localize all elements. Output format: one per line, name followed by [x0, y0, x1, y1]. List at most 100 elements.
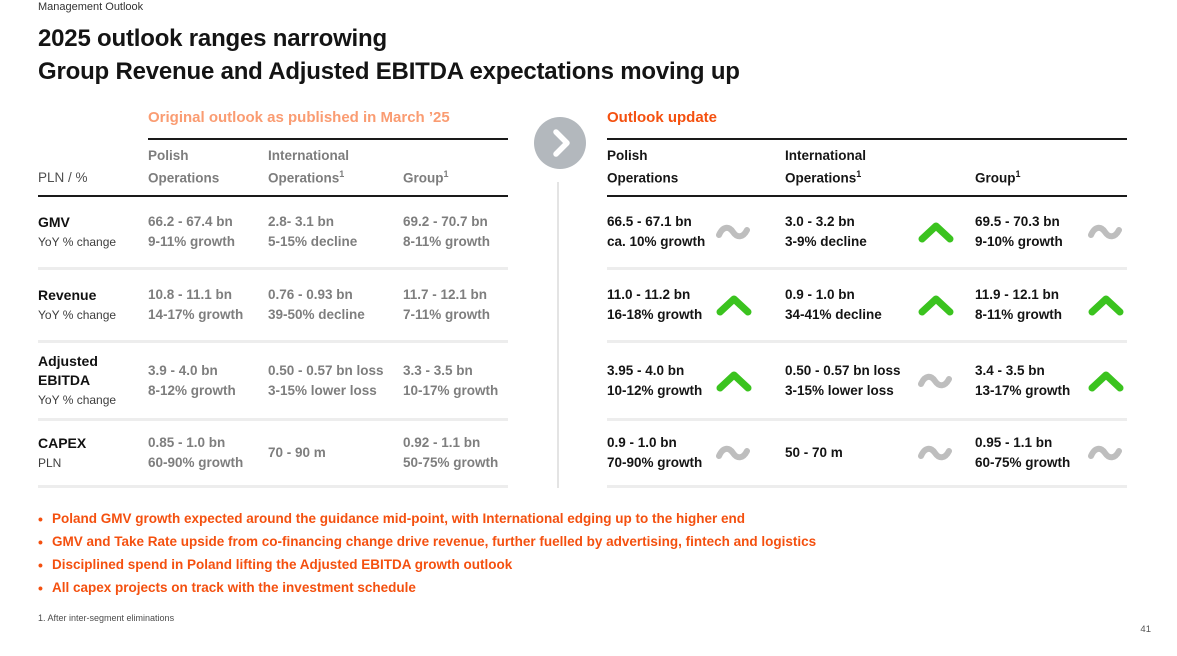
- cell-text: 66.5 - 67.1 bn ca. 10% growth: [607, 212, 705, 252]
- table-cell: 69.5 - 70.3 bn 9-10% growth: [975, 212, 1127, 252]
- value-range: 3.3 - 3.5 bn: [403, 362, 473, 378]
- value-range: 3.0 - 3.2 bn: [785, 214, 855, 229]
- value-range: 50 - 70 m: [785, 445, 843, 460]
- trend-indicator: [917, 368, 955, 394]
- value-range: 11.7 - 12.1 bn: [403, 287, 488, 302]
- footnote: 1. After inter-segment eliminations: [38, 613, 175, 623]
- metric-name: GMV: [38, 214, 70, 230]
- cell-text: 3.95 - 4.0 bn 10-12% growth: [607, 361, 702, 401]
- value-change: 8-11% growth: [403, 234, 491, 249]
- bullet-dot: [38, 577, 52, 600]
- bullet-item: All capex projects on track with the inv…: [38, 577, 938, 600]
- unit-label: PLN / %: [38, 170, 88, 185]
- table-row-ebitda: Adjusted EBITDA YoY % change 3.9 - 4.0 b…: [38, 343, 508, 421]
- table-cell: 0.85 - 1.0 bn 60-90% growth: [148, 433, 268, 473]
- bullet-item: Poland GMV growth expected around the gu…: [38, 508, 938, 531]
- value-range: 2.8- 3.1 bn: [268, 214, 335, 229]
- page-title: 2025 outlook ranges narrowing Group Reve…: [38, 22, 740, 88]
- value-change: 39-50% decline: [268, 307, 365, 322]
- value-range: 10.8 - 11.1 bn: [148, 287, 233, 302]
- metric-sublabel: YoY % change: [38, 393, 117, 407]
- value-range: 70 - 90 m: [268, 445, 326, 460]
- table-cell: 3.3 - 3.5 bn 10-17% growth: [403, 361, 508, 401]
- table-cell: 70 - 90 m: [268, 443, 403, 463]
- table-row-capex: CAPEX PLN 0.85 - 1.0 bn 60-90% growth 70…: [38, 421, 508, 488]
- original-outlook-heading: Original outlook as published in March ’…: [148, 108, 508, 140]
- table-row-ebitda: 3.95 - 4.0 bn 10-12% growth 0.50 - 0.57 …: [607, 343, 1127, 421]
- row-label: Revenue YoY % change: [38, 286, 148, 324]
- value-change: 7-11% growth: [403, 307, 491, 322]
- trend-indicator: [1087, 219, 1125, 245]
- trend-indicator: [1087, 440, 1125, 466]
- value-range: 11.0 - 11.2 bn: [607, 287, 691, 302]
- metric-name: Revenue: [38, 287, 97, 303]
- value-range: 66.2 - 67.4 bn: [148, 214, 233, 229]
- tilde-icon: [716, 445, 750, 461]
- metric-sublabel: PLN: [38, 456, 62, 470]
- row-label: CAPEX PLN: [38, 434, 148, 472]
- column-header-label: Polish Operations: [148, 147, 220, 186]
- cell-text: 0.95 - 1.1 bn 60-75% growth: [975, 433, 1070, 473]
- table-row-revenue: 11.0 - 11.2 bn 16-18% growth 0.9 - 1.0 b…: [607, 270, 1127, 343]
- table-cell: 0.50 - 0.57 bn loss 3-15% lower loss: [268, 361, 403, 401]
- cell-text: 3.0 - 3.2 bn 3-9% decline: [785, 212, 867, 252]
- value-range: 3.4 - 3.5 bn: [975, 362, 1045, 378]
- trend-indicator: [715, 219, 753, 245]
- table-cell: 0.92 - 1.1 bn 50-75% growth: [403, 433, 508, 473]
- value-range: 11.9 - 12.1 bn: [975, 287, 1060, 302]
- table-cell: 10.8 - 11.1 bn 14-17% growth: [148, 285, 268, 325]
- table-cell: 2.8- 3.1 bn 5-15% decline: [268, 212, 403, 252]
- trend-indicator: [715, 292, 753, 318]
- row-label: Adjusted EBITDA YoY % change: [38, 352, 148, 409]
- value-change: 8-12% growth: [148, 382, 236, 398]
- table-cell: 3.4 - 3.5 bn 13-17% growth: [975, 361, 1127, 401]
- column-header-label: International Operations: [268, 147, 350, 186]
- trend-indicator: [917, 440, 955, 466]
- value-change: ca. 10% growth: [607, 234, 706, 249]
- cell-text: 3.4 - 3.5 bn 13-17% growth: [975, 361, 1070, 401]
- transition-arrow-badge: [534, 117, 586, 169]
- tilde-icon: [716, 224, 750, 240]
- table-cell: 66.5 - 67.1 bn ca. 10% growth: [607, 212, 785, 252]
- outlook-update-heading: Outlook update: [607, 108, 1127, 140]
- row-label: GMV YoY % change: [38, 213, 148, 251]
- value-change: 60-90% growth: [148, 455, 244, 470]
- value-change: 3-15% lower loss: [268, 382, 377, 398]
- footnote-marker: 1: [339, 168, 345, 179]
- table-cell: 66.2 - 67.4 bn 9-11% growth: [148, 212, 268, 252]
- metric-name: CAPEX: [38, 435, 87, 451]
- table-cell: 0.50 - 0.57 bn loss 3-15% lower loss: [785, 361, 975, 401]
- table-cell: 3.9 - 4.0 bn 8-12% growth: [148, 361, 268, 401]
- chevron-up-icon: [918, 222, 954, 243]
- cell-text: 50 - 70 m: [785, 443, 843, 463]
- table-cell: 11.7 - 12.1 bn 7-11% growth: [403, 285, 508, 325]
- bullet-item: GMV and Take Rate upside from co-financi…: [38, 531, 938, 554]
- value-change: 34-41% decline: [785, 307, 882, 322]
- table-row-gmv: GMV YoY % change 66.2 - 67.4 bn 9-11% gr…: [38, 197, 508, 270]
- chevron-right-icon: [553, 129, 570, 157]
- trend-indicator: [917, 292, 955, 318]
- column-header-polish: Polish Operations: [607, 146, 709, 188]
- value-change: 14-17% growth: [148, 307, 244, 322]
- value-range: 0.76 - 0.93 bn: [268, 287, 353, 302]
- column-header-international: International Operations1: [785, 146, 887, 188]
- value-range: 0.92 - 1.1 bn: [403, 435, 481, 450]
- value-change: 9-10% growth: [975, 234, 1063, 249]
- table-cell: 11.0 - 11.2 bn 16-18% growth: [607, 285, 785, 325]
- value-change: 3-15% lower loss: [785, 382, 894, 398]
- cell-text: 11.9 - 12.1 bn 8-11% growth: [975, 285, 1062, 325]
- chevron-up-icon: [716, 371, 752, 391]
- column-headers: PLN / % Polish Operations International …: [38, 140, 508, 197]
- title-line-2: Group Revenue and Adjusted EBITDA expect…: [38, 58, 740, 85]
- bullet-text: All capex projects on track with the inv…: [52, 580, 416, 595]
- table-row-revenue: Revenue YoY % change 10.8 - 11.1 bn 14-1…: [38, 270, 508, 343]
- value-change: 8-11% growth: [975, 307, 1063, 322]
- column-header-group: Group1: [975, 165, 1077, 188]
- key-messages: Poland GMV growth expected around the gu…: [38, 508, 938, 600]
- bullet-text: GMV and Take Rate upside from co-financi…: [52, 534, 817, 549]
- trend-indicator: [1087, 368, 1125, 394]
- value-range: 0.9 - 1.0 bn: [607, 435, 677, 450]
- bullet-item: Disciplined spend in Poland lifting the …: [38, 554, 938, 577]
- cell-text: 69.5 - 70.3 bn 9-10% growth: [975, 212, 1063, 252]
- outlook-update-table: Outlook update Polish Operations Interna…: [607, 108, 1127, 488]
